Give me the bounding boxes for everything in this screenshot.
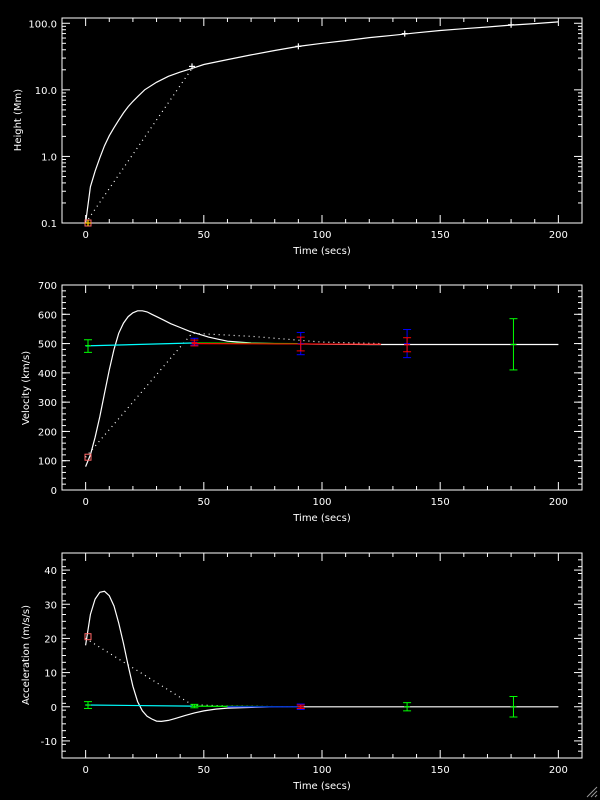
acceleration-ytick-label: 20 [44,634,57,645]
acceleration-xlabel: Time (secs) [292,781,351,792]
acceleration-ylabel: Acceleration (m/s/s) [21,605,32,705]
acceleration-ytick-label: 10 [44,669,57,680]
height-xtick-label: 150 [431,230,450,241]
acceleration-ytick-label: 0 [51,703,57,714]
acceleration-series-line-2 [85,704,193,707]
velocity-ytick-label: 300 [38,398,57,409]
acceleration-series-line-1 [85,637,299,708]
height-xtick-label: 200 [549,230,568,241]
acceleration-point-square [84,633,92,641]
velocity-ytick-label: 600 [38,310,57,321]
acceleration-xtick-label: 150 [431,765,450,776]
height-series-line-0 [85,21,559,224]
velocity-ytick-label: 500 [38,340,57,351]
acceleration-ytick-label: 30 [44,600,57,611]
velocity-plot-frame [61,284,583,491]
height-ylabel: Height (Mm) [13,89,24,152]
velocity-xlabel: Time (secs) [292,513,351,524]
acceleration-ytick-label: 40 [44,566,57,577]
velocity-series-line-4 [191,343,382,345]
velocity-xtick-label: 0 [82,497,88,508]
acceleration-xtick-label: 0 [82,765,88,776]
height-xtick-label: 50 [197,230,210,241]
velocity-xtick-label: 150 [431,497,450,508]
acceleration-plot-frame [61,552,583,759]
velocity-xtick-label: 200 [549,497,568,508]
velocity-ytick-label: 200 [38,427,57,438]
velocity-ytick-label: 0 [51,486,57,497]
velocity-ylabel: Velocity (km/s) [21,351,32,425]
acceleration-xtick-label: 100 [312,765,331,776]
height-ytick-label: 1.0 [41,152,57,163]
height-series-line-1 [85,68,193,224]
velocity-series-line-0 [85,310,559,467]
height-xlabel: Time (secs) [292,246,351,257]
height-xtick-label: 0 [82,230,88,241]
acceleration-xtick-label: 50 [197,765,210,776]
height-plot-frame [61,17,583,224]
acceleration-xtick-label: 200 [549,765,568,776]
velocity-xtick-label: 50 [197,497,210,508]
velocity-ytick-label: 100 [38,457,57,468]
height-ytick-label: 10.0 [35,86,57,97]
velocity-ytick-label: 400 [38,369,57,380]
velocity-series-line-1 [85,332,382,458]
velocity-series-line-2 [85,342,193,347]
height-ytick-label: 0.1 [41,219,57,230]
height-ytick-label: 100.0 [28,19,57,30]
acceleration-series-line-0 [85,590,559,723]
velocity-xtick-label: 100 [312,497,331,508]
velocity-ytick-label: 700 [38,281,57,292]
acceleration-ytick-label: -10 [41,737,57,748]
height-xtick-label: 100 [312,230,331,241]
resize-grip-icon[interactable] [586,786,598,798]
velocity-point-square [84,453,92,461]
